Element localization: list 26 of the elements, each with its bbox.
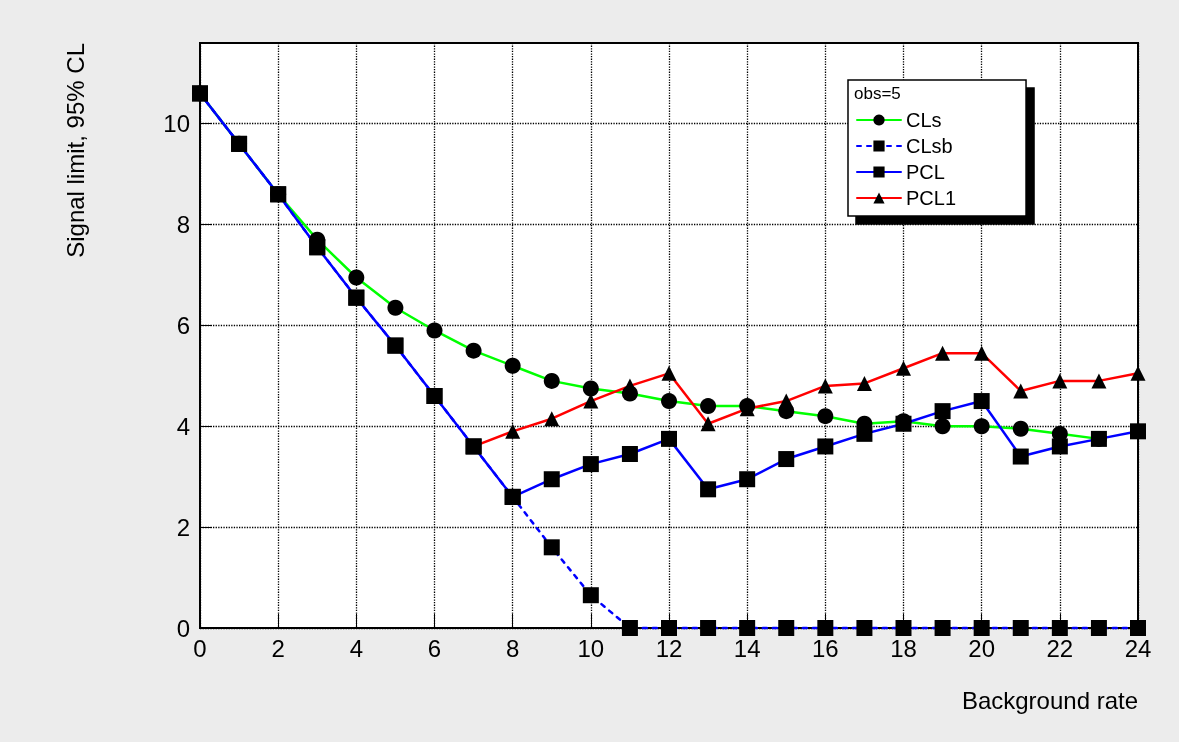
x-tick-label: 8 (505, 634, 520, 662)
y-tick-label: 2 (176, 513, 190, 541)
x-tick-label: 10 (577, 634, 605, 662)
x-tick-label: 6 (427, 634, 442, 662)
x-tick-label: 14 (733, 634, 761, 662)
legend-label: PCL (906, 161, 945, 183)
legend-label: CLsb (906, 135, 953, 157)
x-tick-label: 12 (655, 634, 683, 662)
x-tick-label: 16 (811, 634, 839, 662)
x-tick-label: 18 (890, 634, 917, 662)
x-axis-title: Background rate (961, 686, 1138, 714)
y-tick-label: 6 (176, 311, 190, 339)
x-tick-label: 0 (193, 634, 207, 662)
x-tick-label: 22 (1046, 634, 1074, 662)
legend-label: PCL1 (906, 187, 957, 209)
x-tick-label: 24 (1124, 634, 1152, 662)
x-tick-label: 2 (271, 634, 285, 662)
legend-title: obs=5 (854, 84, 901, 103)
y-axis-title: Signal limit, 95% CL (61, 43, 89, 258)
y-tick-label: 10 (163, 110, 190, 138)
y-tick-label: 4 (176, 412, 190, 440)
legend-label: CLs (906, 109, 942, 131)
x-tick-label: 4 (349, 634, 364, 662)
y-tick-label: 8 (176, 211, 190, 239)
y-tick-label: 0 (176, 614, 190, 642)
x-tick-label: 20 (968, 634, 996, 662)
